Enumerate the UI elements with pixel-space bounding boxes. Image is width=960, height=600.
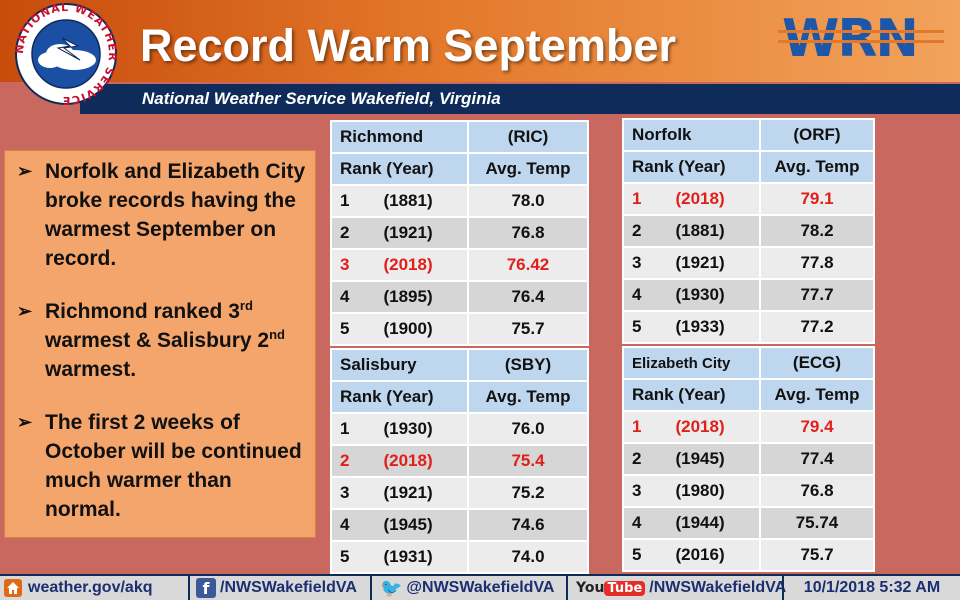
rank-cell: 5 (1900) [330, 312, 469, 346]
station-code: (ORF) [759, 118, 875, 152]
rank-cell: 2 (1921) [330, 216, 469, 250]
station-code: (RIC) [467, 120, 589, 154]
rank-cell: 3 (1980) [622, 474, 761, 508]
city-name: Richmond [330, 120, 469, 154]
rank-cell: 1 (2018) [622, 182, 761, 216]
temp-cell: 74.6 [467, 508, 589, 542]
rank-cell: 1 (2018) [622, 410, 761, 444]
temp-cell: 75.4 [467, 444, 589, 478]
arrow-bullet-icon: ➢ [17, 412, 33, 432]
rank-cell: 4 (1895) [330, 280, 469, 314]
youtube-icon: You Tube [576, 580, 646, 596]
rank-cell: 3 (1921) [622, 246, 761, 280]
temp-cell: 78.0 [467, 184, 589, 218]
summary-textbox: ➢ Norfolk and Elizabeth City broke recor… [4, 150, 316, 538]
station-code: (SBY) [467, 348, 589, 382]
footer-divider [370, 575, 372, 600]
column-header: Rank (Year) [622, 378, 761, 412]
summary-bullet: ➢ Richmond ranked 3rd warmest & Salisbur… [17, 297, 309, 384]
norfolk-table: Norfolk (ORF) Rank (Year) Avg. Temp 1 (2018… [622, 118, 875, 344]
temp-cell: 75.2 [467, 476, 589, 510]
temp-cell: 76.42 [467, 248, 589, 282]
svg-text:WRN: WRN [782, 10, 917, 64]
temp-cell: 76.0 [467, 412, 589, 446]
richmond-table: Richmond (RIC) Rank (Year) Avg. Temp 1 (188… [330, 120, 589, 346]
temp-cell: 79.4 [759, 410, 875, 444]
temp-cell: 76.4 [467, 280, 589, 314]
subtitle-band [80, 84, 960, 114]
column-header: Avg. Temp [467, 152, 589, 186]
website-text: weather.gov/akq [28, 579, 153, 596]
rank-cell: 4 (1930) [622, 278, 761, 312]
column-header: Rank (Year) [330, 380, 469, 414]
station-code: (ECG) [759, 346, 875, 380]
temp-cell: 77.8 [759, 246, 875, 280]
elizabeth-city-table: Elizabeth City (ECG) Rank (Year) Avg. Temp… [622, 346, 875, 572]
rank-cell: 5 (2016) [622, 538, 761, 572]
page-title: Record Warm September [140, 20, 676, 71]
facebook-icon: f [196, 578, 216, 598]
footer-bar: weather.gov/akq f /NWSWakefieldVA 🐦 @NWS… [0, 574, 960, 600]
arrow-bullet-icon: ➢ [17, 161, 33, 181]
footer-divider [188, 575, 190, 600]
summary-bullet: ➢ Norfolk and Elizabeth City broke recor… [17, 157, 309, 273]
temp-cell: 78.2 [759, 214, 875, 248]
temp-cell: 75.74 [759, 506, 875, 540]
rank-cell: 2 (1945) [622, 442, 761, 476]
timestamp-text: 10/1/2018 5:32 AM [803, 579, 941, 596]
temp-cell: 75.7 [467, 312, 589, 346]
rank-cell: 2 (2018) [330, 444, 469, 478]
temp-cell: 74.0 [467, 540, 589, 574]
rank-cell: 2 (1881) [622, 214, 761, 248]
bullet-text: Richmond ranked 3rd warmest & Salisbury … [45, 298, 285, 381]
salisbury-table: Salisbury (SBY) Rank (Year) Avg. Temp 1 (19… [330, 348, 589, 574]
facebook-text: /NWSWakefieldVA [220, 579, 357, 596]
timestamp: 10/1/2018 5:32 AM [784, 575, 960, 600]
temp-cell: 76.8 [467, 216, 589, 250]
city-name: Salisbury [330, 348, 469, 382]
rank-cell: 3 (2018) [330, 248, 469, 282]
rank-cell: 4 (1945) [330, 508, 469, 542]
footer-divider [782, 575, 784, 600]
city-name: Elizabeth City [622, 346, 761, 380]
rank-cell: 5 (1931) [330, 540, 469, 574]
rank-cell: 5 (1933) [622, 310, 761, 344]
footer-divider [566, 575, 568, 600]
wrn-logo: WRN [778, 10, 944, 64]
summary-bullet: ➢ The first 2 weeks of October will be c… [17, 408, 309, 524]
arrow-bullet-icon: ➢ [17, 301, 33, 321]
nws-logo: NATIONAL WEATHER SERVICE [13, 2, 118, 106]
temp-cell: 77.4 [759, 442, 875, 476]
facebook-link[interactable]: f /NWSWakefieldVA [190, 575, 370, 600]
bullet-text: Norfolk and Elizabeth City broke records… [45, 160, 306, 270]
twitter-link[interactable]: 🐦 @NWSWakefieldVA [372, 575, 566, 600]
twitter-text: @NWSWakefieldVA [406, 579, 555, 596]
column-header: Avg. Temp [467, 380, 589, 414]
temp-cell: 77.2 [759, 310, 875, 344]
home-icon [4, 579, 22, 597]
city-name: Norfolk [622, 118, 761, 152]
page-subtitle: National Weather Service Wakefield, Virg… [142, 89, 501, 108]
rank-cell: 3 (1921) [330, 476, 469, 510]
column-header: Rank (Year) [622, 150, 761, 184]
youtube-link[interactable]: You Tube /NWSWakefieldVA [568, 575, 786, 600]
website-link[interactable]: weather.gov/akq [0, 575, 188, 600]
column-header: Avg. Temp [759, 150, 875, 184]
youtube-text: /NWSWakefieldVA [649, 579, 787, 596]
temp-cell: 79.1 [759, 182, 875, 216]
rank-cell: 1 (1930) [330, 412, 469, 446]
rank-cell: 1 (1881) [330, 184, 469, 218]
rank-cell: 4 (1944) [622, 506, 761, 540]
column-header: Avg. Temp [759, 378, 875, 412]
temp-cell: 75.7 [759, 538, 875, 572]
column-header: Rank (Year) [330, 152, 469, 186]
twitter-icon: 🐦 [380, 577, 403, 599]
bullet-text: The first 2 weeks of October will be con… [45, 411, 302, 521]
temp-cell: 77.7 [759, 278, 875, 312]
temp-cell: 76.8 [759, 474, 875, 508]
